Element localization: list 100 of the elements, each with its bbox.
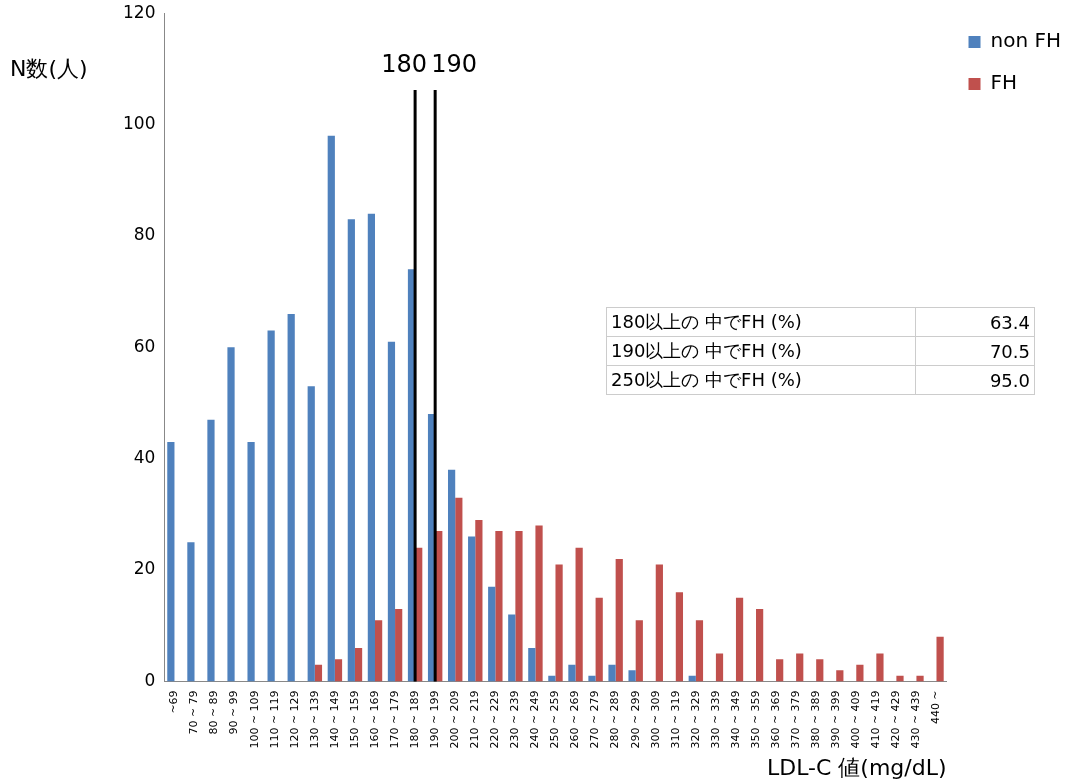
bar: [468, 536, 476, 682]
x-axis-title: LDL-C 値(mg/dL): [766, 754, 947, 780]
text: 95.0: [915, 365, 1035, 395]
bar: [354, 647, 363, 682]
x-tick-label: 430 ~ 439: [909, 690, 923, 749]
bar: [715, 653, 724, 682]
x-tick-label: 150 ~ 159: [347, 690, 361, 749]
bar: [535, 525, 543, 682]
x-tick-label: 440 ~: [929, 690, 943, 725]
bar: [488, 586, 496, 682]
bar: [227, 347, 235, 682]
bar: [287, 313, 295, 682]
bar: [187, 542, 195, 682]
x-tick-label: ~69: [167, 690, 181, 714]
x-tick-label: 240 ~ 249: [528, 690, 542, 749]
bar: [628, 670, 636, 682]
bar: [327, 135, 335, 682]
bar: [588, 675, 596, 682]
x-tick-label: 100 ~ 109: [247, 690, 261, 749]
x-tick-label: 220 ~ 229: [488, 690, 502, 749]
y-axis-title: N数(人): [10, 55, 88, 81]
bar: [307, 386, 315, 682]
bar: [856, 664, 864, 682]
x-tick-label: 70 ~ 79: [187, 690, 201, 735]
bar: [776, 659, 784, 682]
x-tick-label: 400 ~ 409: [849, 690, 863, 749]
x-tick-label: 270 ~ 279: [588, 690, 602, 749]
x-tick-label: 300 ~ 309: [648, 690, 662, 749]
bar: [455, 497, 463, 682]
x-tick-label: 180 ~ 189: [407, 690, 421, 749]
bar: [756, 609, 764, 682]
x-tick-label: 140 ~ 149: [327, 690, 341, 749]
bar: [314, 664, 323, 682]
x-tick-label: 330 ~ 339: [708, 690, 722, 749]
x-tick-label: 350 ~ 359: [748, 690, 762, 749]
x-tick-label: 320 ~ 329: [688, 690, 702, 749]
bar: [695, 620, 704, 682]
bar: [568, 664, 576, 682]
bar: [876, 653, 884, 682]
bar: [528, 647, 536, 682]
bar: [595, 597, 603, 682]
x-tick-label: 230 ~ 239: [508, 690, 522, 749]
bar: [896, 675, 904, 682]
bar: [575, 547, 583, 682]
bar: [387, 341, 396, 682]
annotation: 180以上の 中でFH (%): [606, 307, 916, 337]
x-tick-label: 280 ~ 289: [608, 690, 622, 749]
y-tick-label: 0: [144, 669, 156, 690]
bar: [367, 213, 375, 682]
y-tick-label: 80: [133, 224, 156, 245]
bar: [796, 653, 804, 682]
bar: [475, 519, 483, 682]
x-tick-label: 200 ~ 209: [448, 690, 462, 749]
y-tick-label: 40: [133, 447, 156, 468]
bar: [508, 614, 516, 682]
bar: [334, 659, 343, 682]
x-tick-label: 410 ~ 419: [869, 690, 883, 749]
text: 63.4: [915, 307, 1035, 337]
bar: [555, 564, 563, 682]
y-tick-label: 100: [122, 112, 156, 133]
x-tick-label: 310 ~ 319: [668, 690, 682, 749]
x-tick-label: 340 ~ 349: [728, 690, 742, 749]
bar: [167, 441, 175, 682]
x-tick-label: 290 ~ 299: [628, 690, 642, 749]
ref-line-label: 190: [431, 50, 477, 79]
x-tick-label: 390 ~ 399: [829, 690, 843, 749]
bar: [448, 469, 456, 682]
bar: [675, 592, 684, 682]
bar: [347, 219, 355, 682]
y-tick-label: 20: [133, 558, 156, 579]
legend-label: non FH: [990, 28, 1062, 53]
x-tick-label: 90 ~ 99: [227, 690, 241, 735]
x-tick-label: 110 ~ 119: [267, 690, 281, 749]
bar: [635, 620, 643, 682]
x-tick-label: 170 ~ 179: [387, 690, 401, 749]
legend-label: FH: [990, 70, 1018, 95]
x-tick-label: 190 ~ 199: [428, 690, 442, 749]
bar: [395, 609, 403, 682]
bar: [735, 597, 744, 682]
bar: [515, 531, 523, 682]
ref-line-label: 180: [381, 50, 428, 79]
y-tick-label: 60: [133, 335, 156, 356]
annotation: 190以上の 中でFH (%): [606, 336, 916, 366]
x-tick-label: 380 ~ 389: [809, 690, 823, 749]
bar: [375, 620, 383, 682]
bar: [615, 558, 623, 682]
x-tick-label: 210 ~ 219: [468, 690, 482, 749]
annotation: 250以上の 中でFH (%): [606, 365, 916, 395]
bar: [936, 636, 944, 682]
bar: [207, 419, 215, 682]
x-tick-label: 260 ~ 269: [568, 690, 582, 749]
x-tick-label: 80 ~ 89: [207, 690, 221, 735]
bar: [267, 330, 275, 682]
bar: [916, 675, 924, 682]
y-tick-label: 120: [122, 1, 156, 22]
bar: [816, 659, 824, 682]
x-tick-label: 420 ~ 429: [889, 690, 903, 749]
x-tick-label: 370 ~ 379: [788, 690, 802, 749]
bar: [655, 564, 663, 682]
x-tick-label: 360 ~ 369: [768, 690, 782, 749]
